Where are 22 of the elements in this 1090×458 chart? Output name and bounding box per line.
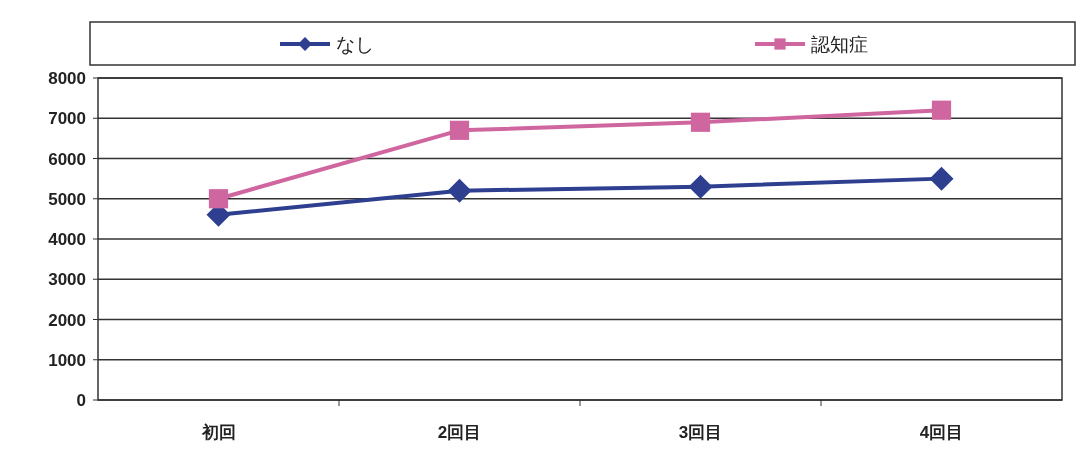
- x-tick-label: 3回目: [678, 423, 723, 442]
- point: [447, 178, 472, 203]
- y-tick-label: 4000: [48, 230, 86, 249]
- y-tick-label: 1000: [48, 350, 86, 370]
- y-tick-label: 7000: [48, 109, 86, 129]
- point: [931, 100, 952, 120]
- x-tick-label: 4回目: [919, 423, 964, 442]
- x-tick-label: 初回: [200, 423, 236, 442]
- y-tick-label: 2000: [48, 310, 86, 330]
- point: [449, 120, 470, 140]
- y-tick-label: 5000: [48, 189, 86, 209]
- legend-label: なし: [336, 34, 374, 55]
- y-tick-label: 8000: [48, 69, 86, 88]
- point: [690, 112, 711, 132]
- y-tick-label: 6000: [48, 149, 86, 169]
- legend-label: 認知症: [811, 34, 868, 55]
- x-tick-label: 2回目: [437, 423, 482, 442]
- point: [688, 174, 713, 199]
- point: [929, 166, 954, 191]
- point: [208, 189, 229, 209]
- y-tick-label: 0: [76, 391, 86, 410]
- y-tick-label: 3000: [48, 270, 86, 290]
